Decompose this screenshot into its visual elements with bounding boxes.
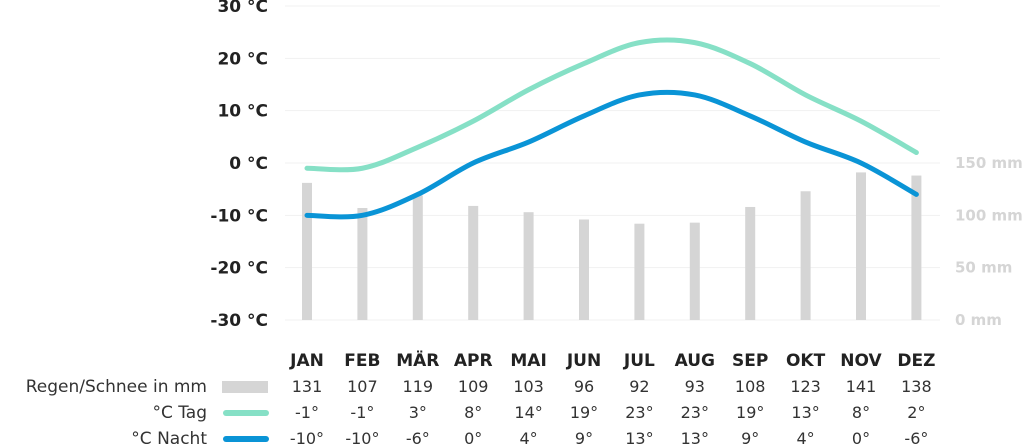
bar-mai: [523, 212, 534, 320]
y-axis-right: 150 mm 100 mm 50 mm 0 mm: [955, 154, 1023, 329]
bar-aug: [689, 222, 700, 320]
month-label-mai: MAI: [510, 351, 546, 371]
month-label-maer: MÄR: [396, 349, 439, 371]
grid: [285, 5, 940, 321]
bar-dez: [911, 175, 922, 320]
cell-degc-tag-sep: 19°: [736, 403, 764, 422]
precipitation-bars: [302, 172, 922, 320]
month-label-aug: AUG: [675, 351, 715, 371]
cell-degc-nacht-jan: -10°: [290, 429, 324, 446]
cell-degc-nacht-sep: 9°: [741, 429, 759, 446]
y2-tick-label: 150 mm: [955, 154, 1023, 172]
y-tick-label: -10 °C: [210, 206, 268, 226]
cell-degc-nacht-jun: 9°: [575, 429, 593, 446]
y2-tick-label: 50 mm: [955, 259, 1012, 277]
cell-regen-schnee-in-mm-nov: 141: [846, 377, 877, 396]
cell-degc-nacht-okt: 4°: [797, 429, 815, 446]
temperature-lines: [304, 37, 919, 220]
bar-sep: [745, 206, 756, 320]
month-label-jun: JUN: [566, 351, 601, 371]
data-table: Regen/Schnee in mm 131 107 119 109 103 96 92 93 1…: [26, 377, 932, 446]
cell-degc-tag-apr: 8°: [464, 403, 482, 422]
month-label-jul: JUL: [623, 351, 655, 371]
month-label-dez: DEZ: [897, 351, 935, 371]
cell-degc-nacht-aug: 13°: [681, 429, 709, 446]
month-label-apr: APR: [454, 351, 493, 371]
cell-regen-schnee-in-mm-okt: 123: [790, 377, 821, 396]
cell-degc-tag-maer: 3°: [409, 403, 427, 422]
y-tick-label: 20 °C: [217, 49, 268, 69]
cell-regen-schnee-in-mm-mai: 103: [513, 377, 544, 396]
cell-degc-nacht-feb: -10°: [345, 429, 379, 446]
cell-degc-nacht-dez: -6°: [904, 429, 928, 446]
cell-regen-schnee-in-mm-apr: 109: [458, 377, 489, 396]
bar-jan: [302, 182, 312, 320]
bar-jul: [634, 223, 645, 320]
cell-degc-nacht-maer: -6°: [406, 429, 430, 446]
bar-apr: [468, 205, 479, 320]
cell-regen-schnee-in-mm-sep: 108: [735, 377, 766, 396]
x-axis-months: JAN FEB MÄR APR MAI JUN JUL AUG SEP OKT NOV DEZ: [289, 349, 935, 371]
y-tick-label: -30 °C: [210, 311, 268, 331]
month-label-nov: NOV: [840, 351, 882, 371]
cell-regen-schnee-in-mm-jun: 96: [574, 377, 594, 396]
cell-degc-nacht-mai: 4°: [520, 429, 538, 446]
cell-degc-tag-jan: -1°: [295, 403, 319, 422]
y-axis-left: 30 °C 20 °C 10 °C 0 °C -10 °C -20 °C -30 °C: [210, 0, 268, 331]
y-tick-label: 10 °C: [217, 102, 268, 122]
cell-regen-schnee-in-mm-maer: 119: [403, 377, 434, 396]
cell-regen-schnee-in-mm-jul: 92: [629, 377, 649, 396]
bar-maer: [412, 195, 423, 320]
month-label-okt: OKT: [786, 351, 826, 371]
cell-degc-nacht-jul: 13°: [625, 429, 653, 446]
bar-jun: [579, 219, 589, 320]
cell-degc-tag-feb: -1°: [350, 403, 374, 422]
cell-regen-schnee-in-mm-dez: 138: [901, 377, 932, 396]
line-degc-tag: [304, 37, 919, 173]
row-label-degc-nacht: °C Nacht: [131, 429, 207, 446]
cell-degc-tag-dez: 2°: [907, 403, 925, 422]
legend-swatch-regen-schnee-in-mm: [222, 381, 268, 393]
cell-degc-tag-mai: 14°: [514, 403, 542, 422]
cell-regen-schnee-in-mm-feb: 107: [347, 377, 378, 396]
cell-degc-tag-jul: 23°: [625, 403, 653, 422]
cell-degc-tag-aug: 23°: [681, 403, 709, 422]
cell-regen-schnee-in-mm-jan: 131: [292, 377, 323, 396]
month-label-sep: SEP: [732, 351, 768, 371]
cell-degc-nacht-apr: 0°: [464, 429, 482, 446]
month-label-jan: JAN: [289, 351, 324, 371]
bar-nov: [856, 172, 866, 320]
y-tick-label: 30 °C: [217, 0, 268, 17]
bar-okt: [800, 191, 811, 320]
cell-degc-tag-jun: 19°: [570, 403, 598, 422]
y2-tick-label: 0 mm: [955, 311, 1002, 329]
cell-regen-schnee-in-mm-aug: 93: [685, 377, 705, 396]
bar-feb: [357, 208, 368, 320]
line-degc-nacht: [304, 89, 919, 220]
cell-degc-nacht-nov: 0°: [852, 429, 870, 446]
row-label-regen-schnee-in-mm: Regen/Schnee in mm: [26, 377, 207, 397]
month-label-feb: FEB: [344, 351, 380, 371]
y2-tick-label: 100 mm: [955, 206, 1023, 224]
cell-degc-tag-nov: 8°: [852, 403, 870, 422]
cell-degc-tag-okt: 13°: [791, 403, 819, 422]
y-tick-label: -20 °C: [210, 259, 268, 279]
y-tick-label: 0 °C: [229, 154, 268, 174]
row-label-degc-tag: °C Tag: [152, 403, 207, 423]
